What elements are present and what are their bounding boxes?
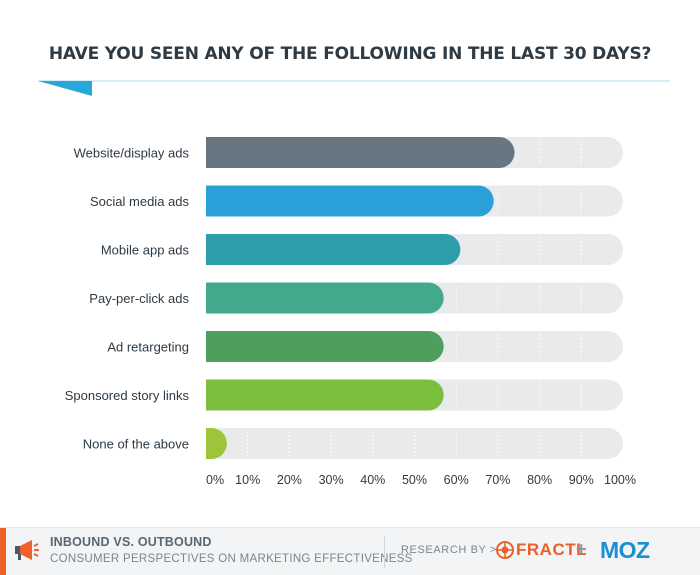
- x-tick-label: 90%: [569, 473, 594, 487]
- bar-chart: Website/display ads Social media ads Mobil…: [65, 137, 636, 487]
- fractl-logo-text: FRACTL: [516, 540, 587, 559]
- category-label: Sponsored story links: [65, 388, 190, 403]
- x-tick-label: 80%: [527, 473, 552, 487]
- research-by-label: RESEARCH BY >: [401, 544, 497, 556]
- x-tick-label: 10%: [235, 473, 260, 487]
- x-tick-label: 30%: [319, 473, 344, 487]
- moz-logo-text: MOZ: [600, 537, 650, 563]
- footer-subtitle: CONSUMER PERSPECTIVES ON MARKETING EFFEC…: [50, 553, 413, 565]
- bar-none-of-the-above: [206, 428, 227, 459]
- category-label: None of the above: [83, 437, 189, 452]
- x-tick-label: 50%: [402, 473, 427, 487]
- bar-pay-per-click-ads: [206, 282, 444, 314]
- x-tick-label: 20%: [277, 473, 302, 487]
- plus-sign: +: [576, 539, 587, 559]
- x-tick-label: 100%: [604, 473, 636, 487]
- footer-bar: INBOUND VS. OUTBOUND CONSUMER PERSPECTIV…: [0, 527, 700, 575]
- category-label: Ad retargeting: [107, 340, 189, 355]
- x-tick-label: 0%: [206, 473, 224, 487]
- bar-social-media-ads: [206, 185, 494, 217]
- fractl-logo-icon: [496, 541, 514, 559]
- category-label: Website/display ads: [74, 146, 190, 161]
- footer-accent-stripe: [0, 528, 6, 575]
- bar-mobile-app-ads: [206, 234, 461, 265]
- x-tick-label: 40%: [360, 473, 385, 487]
- title-underline: [38, 80, 670, 96]
- category-label: Mobile app ads: [101, 243, 190, 258]
- megaphone-icon: [15, 540, 39, 560]
- bar-ad-retargeting: [206, 331, 444, 362]
- x-tick-label: 70%: [485, 473, 510, 487]
- footer-title: INBOUND VS. OUTBOUND: [50, 535, 212, 549]
- footer-divider: [384, 536, 385, 568]
- bar-sponsored-story-links: [206, 379, 444, 411]
- category-label: Social media ads: [90, 194, 189, 209]
- chart-title: HAVE YOU SEEN ANY OF THE FOLLOWING IN TH…: [48, 44, 652, 64]
- x-tick-label: 60%: [444, 473, 469, 487]
- category-label: Pay-per-click ads: [89, 291, 189, 306]
- bar-website-display-ads: [206, 137, 515, 168]
